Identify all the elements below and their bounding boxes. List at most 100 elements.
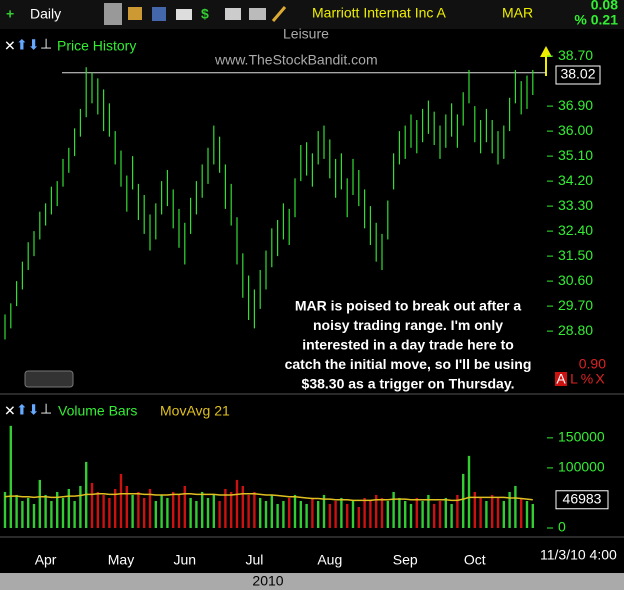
interval[interactable]: Daily	[30, 6, 61, 22]
volume-bar	[433, 503, 436, 528]
volume-bar	[38, 479, 41, 528]
volume-bar	[90, 482, 94, 528]
volume-bar	[206, 497, 210, 528]
volume-bar	[392, 491, 395, 528]
y-tick-label: 150000	[558, 429, 605, 445]
y-tick-label: 36.00	[558, 122, 593, 138]
y-tick-label: 28.80	[558, 322, 593, 338]
volume-bar	[502, 500, 505, 528]
card-icon[interactable]	[249, 8, 266, 20]
volume-bar	[293, 494, 297, 528]
scroll-widget[interactable]	[24, 370, 74, 388]
volume-bar	[253, 491, 256, 528]
panel-icons[interactable]: ⬆⬇	[16, 402, 39, 418]
volume-bar	[404, 500, 407, 528]
volume-bar	[531, 503, 534, 528]
dropdown[interactable]	[104, 3, 122, 25]
x-tick-label: Sep	[393, 552, 418, 568]
volume-bar	[398, 497, 401, 528]
volume-bar	[467, 455, 471, 528]
volume-bar	[508, 491, 511, 528]
x-tick-label: Jun	[174, 552, 197, 568]
panel-button[interactable]: X	[595, 371, 605, 387]
volume-bar	[241, 485, 244, 528]
dollar-icon[interactable]: $	[201, 6, 209, 22]
volume-bar	[177, 494, 181, 528]
button-box[interactable]	[555, 372, 567, 386]
volume-bar	[114, 488, 117, 528]
volume-bar	[131, 494, 134, 528]
volume-bar	[15, 494, 18, 528]
volume-bar	[288, 497, 291, 528]
panel-icons[interactable]: ⊥	[40, 36, 52, 52]
annotation-line: MAR is poised to break out after a	[295, 298, 522, 314]
x-tick-label: May	[108, 552, 134, 568]
volume-bar	[305, 503, 308, 528]
add-icon[interactable]: +	[6, 6, 14, 22]
panel-icons[interactable]: ✕	[4, 38, 16, 54]
volume-bar	[212, 494, 215, 528]
volume-bar	[386, 500, 389, 528]
volume-bar	[369, 500, 372, 528]
y-tick-label: 34.20	[558, 172, 593, 188]
volume-bar	[259, 497, 262, 528]
volume-bar	[328, 503, 331, 528]
last-price: 38.02	[560, 66, 595, 82]
annotation-line: interested in a day trade here to	[302, 337, 514, 353]
volume-bar	[218, 500, 221, 528]
ma-value: 46983	[563, 490, 602, 506]
panel-value: 0.90	[579, 356, 606, 372]
volume-bar	[479, 497, 482, 528]
volume-bar	[340, 497, 343, 528]
volume-bar	[421, 500, 424, 528]
volume-bar	[438, 500, 442, 528]
legend-entry: MovAvg 21	[160, 403, 230, 419]
mail-icon[interactable]	[176, 9, 192, 20]
lock-icon[interactable]	[128, 7, 142, 20]
volume-bar	[189, 497, 192, 528]
volume-bar	[444, 497, 447, 528]
volume-bar	[514, 485, 517, 528]
volume-bar	[125, 485, 128, 528]
volume-bar	[79, 485, 82, 528]
volume-bar	[230, 491, 233, 528]
volume-bar	[9, 425, 12, 528]
panel-button[interactable]: L	[570, 371, 578, 387]
volume-bar	[172, 491, 175, 528]
legend-entry: Volume Bars	[58, 403, 137, 419]
panel-icons[interactable]: ⬆⬇	[16, 37, 39, 53]
volume-bar	[380, 497, 384, 528]
y-tick-label: 30.60	[558, 272, 593, 288]
volume-bar	[3, 491, 7, 528]
volume-bar	[195, 500, 198, 528]
date-label: 11/3/10 4:00	[540, 547, 617, 563]
volume-bar	[270, 494, 273, 528]
volume-bar	[415, 497, 418, 528]
company: Marriott Internat Inc A	[312, 5, 446, 21]
symbol: MAR	[502, 5, 533, 21]
volume-bar	[56, 491, 59, 528]
volume-bar	[491, 494, 494, 528]
save-icon[interactable]	[152, 7, 166, 21]
panel-button[interactable]: A	[556, 371, 566, 387]
volume-bar	[462, 473, 465, 528]
panel-button[interactable]: %	[581, 371, 593, 387]
volume-bar	[44, 494, 47, 528]
panel-icons[interactable]: ✕	[4, 403, 16, 419]
legend-entry: Price History	[57, 38, 136, 54]
print-icon[interactable]	[225, 8, 241, 20]
volume-bar	[183, 485, 186, 528]
industry: Leisure	[283, 26, 329, 42]
y-tick-label: 32.40	[558, 222, 593, 238]
volume-bar	[357, 506, 360, 528]
y-tick-label: 35.10	[558, 147, 593, 163]
panel-icons[interactable]: ⊥	[40, 401, 52, 417]
arrow-head	[540, 46, 552, 57]
volume-bar	[450, 503, 453, 528]
volume-bar	[322, 494, 326, 528]
volume-bar	[154, 500, 157, 528]
pen-icon[interactable]	[271, 6, 287, 22]
volume-bar	[137, 491, 140, 528]
volume-bar	[363, 497, 366, 528]
